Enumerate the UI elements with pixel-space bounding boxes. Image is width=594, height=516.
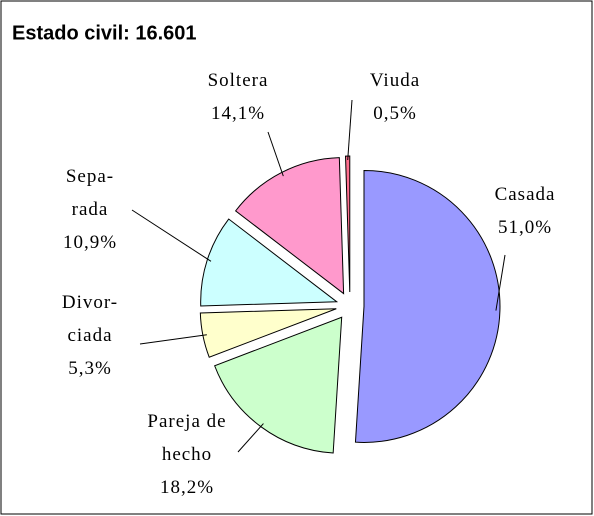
leader-line xyxy=(139,334,207,345)
pie-slice xyxy=(234,157,345,295)
chart-title: Estado civil: 16.601 xyxy=(12,22,197,44)
slice-label: Soltera 14,1% xyxy=(208,70,269,124)
leader-line xyxy=(495,254,506,311)
slice-label: Casada 51,0% xyxy=(495,184,556,238)
slice-label: Viuda 0,5% xyxy=(370,70,420,124)
slice-label: Divor-ciada 5,3% xyxy=(62,292,118,379)
slice-label: Sepa-rada 10,9% xyxy=(63,166,117,253)
slice-label: Pareja de hecho 18,2% xyxy=(147,411,226,498)
leader-line xyxy=(347,99,353,161)
pie-slice xyxy=(200,218,339,307)
leader-line xyxy=(131,209,212,262)
leader-line xyxy=(237,423,264,453)
pie-slice xyxy=(354,169,501,443)
leader-line xyxy=(267,131,284,177)
